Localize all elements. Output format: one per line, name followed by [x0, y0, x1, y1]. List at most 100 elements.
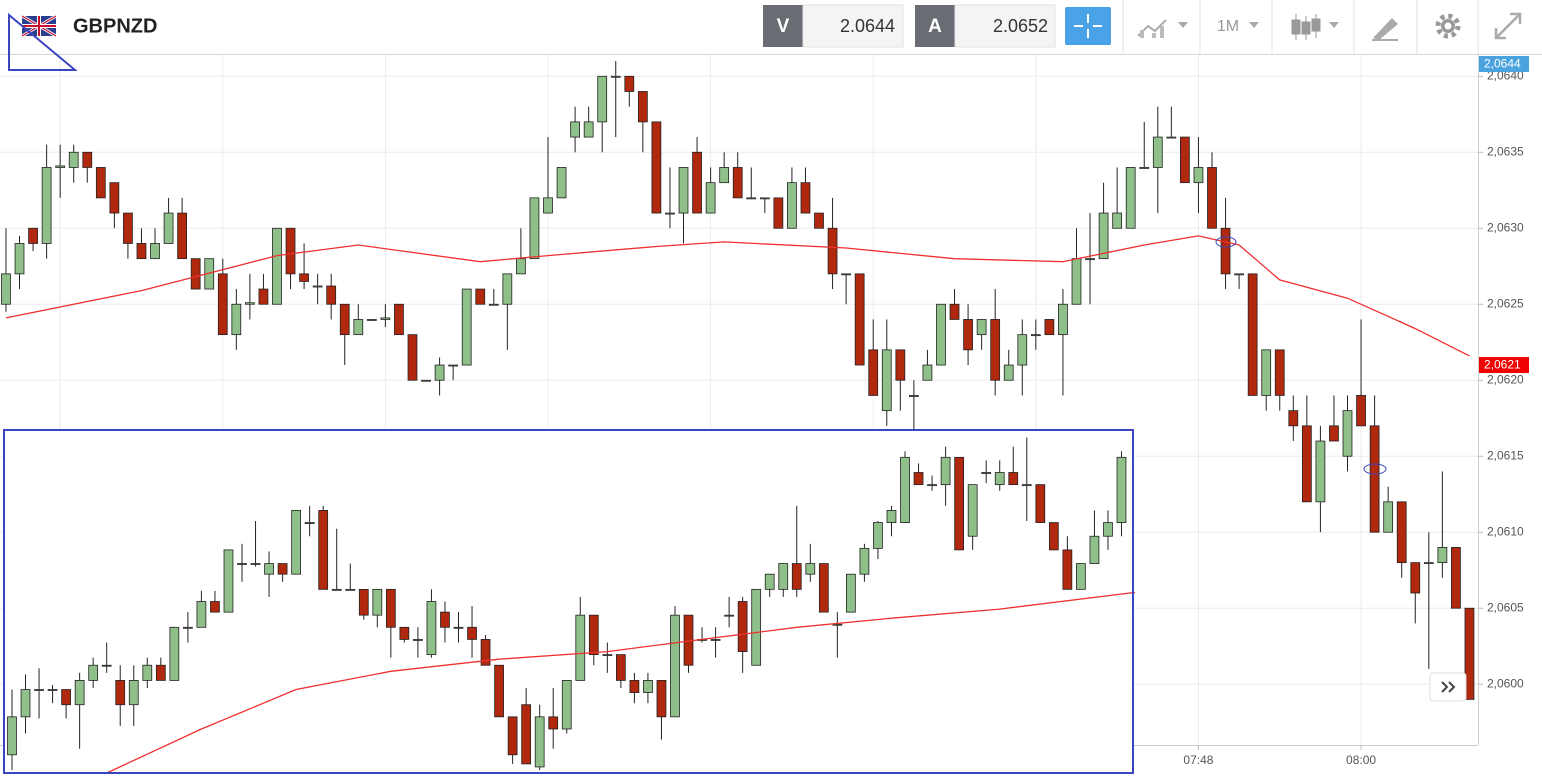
timeframe[interactable]: 1M: [1217, 18, 1239, 35]
ellipse-drawing[interactable]: [1363, 463, 1387, 475]
candle-body: [304, 522, 315, 524]
candle-body: [1048, 522, 1059, 551]
bid-label[interactable]: V: [777, 16, 790, 37]
candle-body: [759, 197, 770, 200]
x-tick-label: 08:00: [1346, 753, 1376, 767]
candle-body: [488, 303, 499, 306]
candle-body: [7, 716, 17, 756]
candle-body: [217, 273, 228, 336]
bid-label-bg[interactable]: [763, 5, 803, 47]
candle-body: [1274, 349, 1285, 396]
candle-body: [773, 197, 784, 229]
candle-body: [737, 601, 748, 652]
candle-body: [1058, 303, 1068, 336]
candle-body: [963, 319, 973, 351]
ellipse-drawing[interactable]: [1215, 236, 1237, 248]
candle-body: [413, 639, 423, 641]
candle-body: [610, 75, 621, 78]
candle-body: [1207, 167, 1217, 229]
candle-body: [534, 716, 545, 768]
candle-body: [751, 588, 762, 666]
ask-price[interactable]: 2.0652: [993, 16, 1048, 36]
candle-body: [764, 573, 775, 590]
candle-body: [366, 319, 377, 321]
candle-body: [1356, 395, 1366, 427]
candle-body: [832, 623, 843, 626]
timeframe-caret[interactable]: [1249, 22, 1259, 28]
candle-body: [981, 472, 992, 474]
candle-body: [1234, 273, 1244, 276]
candle-body: [678, 167, 689, 214]
candle-body: [272, 227, 282, 305]
candle-body: [597, 75, 608, 123]
candle-body: [1464, 607, 1475, 700]
bid-price[interactable]: 2.0644: [840, 16, 895, 36]
candle-body: [814, 212, 824, 229]
ask-label[interactable]: A: [928, 16, 942, 37]
moving-average-line: [106, 591, 1136, 774]
indicator-button[interactable]: [1137, 19, 1188, 38]
candle-body: [237, 563, 247, 565]
candle-body: [548, 716, 559, 730]
candle-body: [583, 121, 594, 138]
candle-body: [155, 664, 166, 681]
candle-body: [55, 165, 66, 168]
candle-body: [643, 680, 653, 693]
chart-type-button[interactable]: [1291, 14, 1339, 40]
candle-body: [68, 151, 79, 168]
candle-body: [1342, 410, 1353, 457]
candle-body: [461, 288, 472, 366]
candle-body: [637, 91, 648, 123]
y-tick-label: 2,0630: [1487, 220, 1524, 234]
candle-body: [909, 395, 919, 397]
candle-body: [1247, 273, 1258, 396]
candle-body: [967, 484, 978, 537]
candle-body: [88, 664, 99, 681]
candle-body: [1152, 136, 1163, 168]
candle-body: [516, 258, 526, 275]
x-tick-label: 07:48: [1183, 753, 1213, 767]
candle-body: [421, 379, 431, 382]
inset-chart: [3, 429, 1136, 774]
candle-body: [109, 182, 120, 214]
symbol[interactable]: GBPNZD: [73, 15, 157, 37]
candle-body: [827, 227, 838, 275]
candle-body: [670, 614, 680, 718]
bid-box[interactable]: [802, 4, 904, 48]
candle-body: [95, 167, 106, 199]
candle-body: [1035, 484, 1046, 523]
candle-body: [900, 456, 910, 523]
candle-body: [223, 549, 234, 613]
candle-body: [529, 197, 540, 260]
candle-body: [480, 639, 491, 666]
drawing-button[interactable]: [1372, 18, 1398, 41]
candle-body: [936, 303, 946, 366]
triangle-drawing[interactable]: [8, 12, 78, 71]
candle-body: [245, 302, 255, 305]
candle-body: [299, 273, 309, 282]
candle-body: [913, 472, 924, 486]
crosshair-button[interactable]: [1065, 7, 1111, 45]
ask-label-bg[interactable]: [915, 5, 955, 47]
fullscreen-button[interactable]: [1494, 12, 1522, 40]
candle-body: [543, 197, 553, 214]
price-tag-label: 2,0644: [1484, 57, 1521, 71]
candle-body: [886, 510, 897, 523]
y-tick-label: 2,0625: [1487, 296, 1524, 310]
candle-body: [372, 588, 383, 616]
candle-body: [651, 121, 662, 214]
candle-body: [326, 285, 337, 305]
candle-body: [556, 167, 567, 199]
candle-body: [123, 212, 133, 244]
settings-button[interactable]: [1435, 13, 1461, 39]
flag-icon: [21, 14, 57, 38]
candle-body: [285, 227, 296, 275]
candle-body: [231, 303, 242, 336]
candle-body: [440, 611, 450, 628]
candle-body: [20, 689, 31, 718]
candle-body: [34, 689, 44, 691]
y-tick-label: 2,0635: [1487, 144, 1524, 158]
candle-body: [1383, 501, 1394, 533]
ask-box[interactable]: [954, 4, 1056, 48]
y-tick-label: 2,0615: [1487, 448, 1524, 462]
